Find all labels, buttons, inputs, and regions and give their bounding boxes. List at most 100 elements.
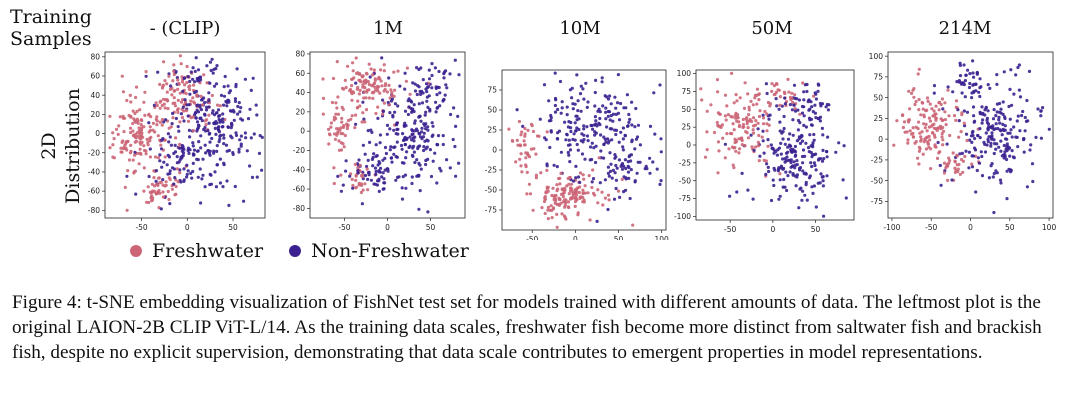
scatter-point	[218, 104, 222, 108]
scatter-point	[204, 108, 209, 112]
scatter-point	[811, 153, 815, 157]
scatter-point	[603, 196, 608, 200]
scatter-point	[171, 79, 175, 83]
scatter-point	[392, 128, 396, 132]
scatter-point	[393, 102, 397, 106]
scatter-point	[572, 132, 576, 136]
scatter-point	[705, 148, 709, 152]
scatter-point	[132, 134, 136, 138]
scatter-point	[658, 83, 662, 87]
scatter-point	[941, 138, 945, 142]
scatter-point	[699, 87, 703, 91]
scatter-point	[332, 115, 336, 119]
scatter-point	[982, 140, 986, 144]
scatter-point	[365, 90, 369, 94]
scatter-point	[818, 119, 823, 123]
scatter-point	[321, 112, 325, 116]
scatter-point	[138, 108, 142, 112]
scatter-point	[191, 77, 195, 81]
scatter-point	[162, 60, 166, 64]
scatter-point	[648, 124, 653, 128]
scatter-point	[621, 126, 626, 130]
scatter-point	[755, 87, 760, 91]
scatter-point	[821, 148, 825, 152]
scatter-point	[574, 191, 578, 195]
scatter-point	[139, 123, 143, 127]
scatter-point	[1012, 125, 1016, 129]
scatter-point	[1034, 135, 1038, 139]
scatter-point	[399, 143, 404, 148]
scatter-point	[778, 129, 782, 133]
scatter-point	[765, 122, 769, 126]
scatter-point	[427, 68, 431, 72]
scatter-point	[346, 118, 351, 123]
scatter-point	[350, 77, 354, 81]
scatter-point	[343, 133, 347, 138]
scatter-point	[435, 93, 439, 97]
scatter-point	[212, 84, 217, 88]
scatter-point	[158, 191, 162, 195]
scatter-point	[633, 147, 637, 151]
scatter-point	[1036, 107, 1040, 111]
scatter-point	[1039, 136, 1043, 140]
scatter-point	[981, 111, 985, 115]
scatter-point	[249, 88, 253, 92]
scatter-point	[327, 142, 331, 146]
scatter-point	[332, 118, 336, 122]
scatter-point	[160, 118, 164, 122]
scatter-point	[974, 190, 978, 194]
scatter-point	[937, 101, 941, 105]
scatter-point	[738, 96, 742, 100]
scatter-point	[1005, 144, 1009, 148]
scatter-point	[725, 132, 729, 136]
scatter-point	[182, 119, 186, 123]
scatter-point	[765, 162, 769, 166]
scatter-point	[120, 74, 124, 78]
scatter-point	[534, 176, 539, 180]
scatter-point	[591, 177, 596, 181]
scatter-point	[784, 170, 788, 174]
scatter-point	[614, 186, 618, 191]
scatter-point	[133, 150, 137, 154]
legend-item-freshwater: Freshwater	[130, 240, 263, 262]
scatter-point	[389, 88, 393, 92]
scatter-point	[448, 72, 452, 76]
scatter-point	[980, 154, 984, 159]
scatter-point	[195, 103, 199, 108]
scatter-point	[163, 79, 167, 83]
scatter-point	[425, 99, 429, 103]
scatter-point	[147, 112, 151, 116]
scatter-point	[917, 162, 921, 166]
scatter-point	[377, 170, 381, 174]
scatter-point	[569, 129, 573, 134]
scatter-point	[521, 124, 525, 128]
scatter-point	[720, 123, 725, 127]
scatter-point	[806, 146, 811, 150]
scatter-point	[565, 113, 569, 117]
scatter-point	[1025, 185, 1029, 189]
scatter-point	[920, 130, 924, 134]
scatter-point	[179, 100, 184, 104]
scatter-point	[826, 135, 830, 139]
scatter-point	[365, 164, 369, 169]
scatter-point	[600, 80, 604, 84]
scatter-point	[236, 104, 240, 109]
scatter-point	[371, 164, 375, 168]
scatter-point	[582, 137, 586, 142]
scatter-point	[975, 72, 979, 76]
figure-caption-text: t-SNE embedding visualization of FishNet…	[12, 292, 1042, 363]
scatter-point	[955, 80, 959, 84]
scatter-point	[756, 127, 760, 131]
scatter-point	[444, 83, 448, 87]
scatter-point	[222, 94, 227, 98]
scatter-point	[715, 78, 720, 82]
scatter-point	[372, 152, 376, 156]
scatter-point	[705, 130, 709, 134]
scatter-point	[606, 193, 611, 197]
scatter-point	[1008, 117, 1012, 121]
scatter-point	[1009, 68, 1013, 72]
scatter-point	[766, 100, 771, 105]
scatter-point	[170, 166, 175, 170]
scatter-point	[954, 105, 958, 109]
scatter-point	[556, 137, 560, 141]
